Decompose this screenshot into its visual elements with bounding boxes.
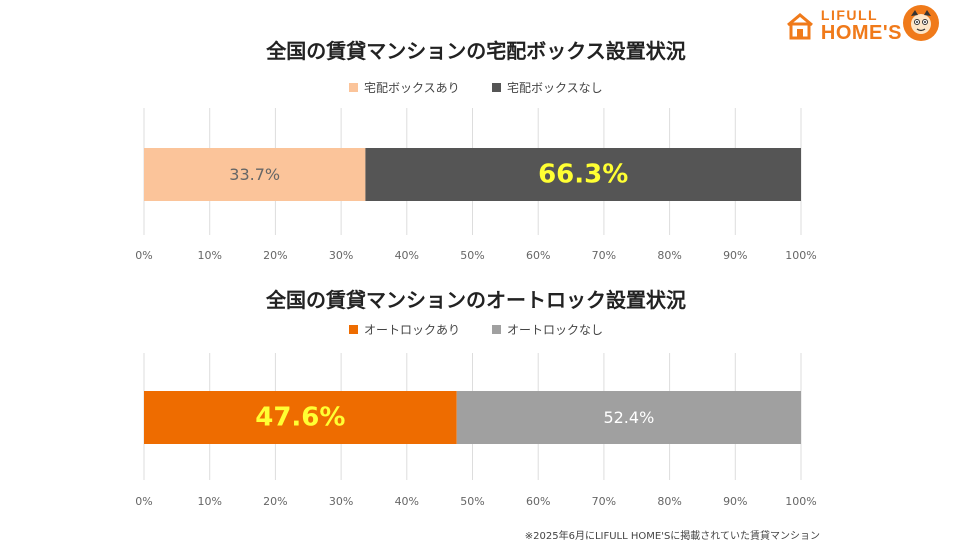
x-tick-label: 80% <box>657 495 681 508</box>
chart-title: 全国の賃貸マンションのオートロック設置状況 <box>265 288 686 312</box>
x-tick-label: 50% <box>460 249 484 262</box>
legend-swatch <box>349 83 358 92</box>
x-tick-label: 100% <box>785 249 816 262</box>
house-icon <box>786 12 813 39</box>
auto-lock-chart: 全国の賃貸マンションのオートロック設置状況 オートロックあり オートロックなし 4… <box>135 288 816 508</box>
data-label: 66.3% <box>538 160 628 190</box>
delivery-box-chart: 全国の賃貸マンションの宅配ボックス設置状況 宅配ボックスあり 宅配ボックスなし 3… <box>135 39 816 262</box>
legend-label: オートロックあり <box>364 323 460 337</box>
x-tick-label: 60% <box>526 495 550 508</box>
mascot-icon <box>903 5 939 41</box>
legend-label: 宅配ボックスあり <box>364 80 460 95</box>
x-tick-label: 40% <box>395 249 419 262</box>
x-tick-label: 90% <box>723 495 747 508</box>
legend-swatch <box>492 83 501 92</box>
chart-title: 全国の賃貸マンションの宅配ボックス設置状況 <box>265 39 685 63</box>
logo-line2: HOME'S <box>820 22 902 44</box>
x-tick-label: 40% <box>395 495 419 508</box>
x-tick-label: 70% <box>592 495 616 508</box>
x-tick-label: 90% <box>723 249 747 262</box>
data-label: 33.7% <box>229 165 280 184</box>
x-tick-label: 20% <box>263 495 287 508</box>
x-tick-label: 30% <box>329 495 353 508</box>
x-tick-label: 30% <box>329 249 353 262</box>
logo-line1: LIFULL <box>820 7 879 23</box>
lifull-homes-logo: LIFULL HOME'S <box>785 8 902 43</box>
x-tick-label: 70% <box>592 249 616 262</box>
x-tick-label: 80% <box>657 249 681 262</box>
x-tick-label: 60% <box>526 249 550 262</box>
footnote: ※2025年6月にLIFULL HOME'Sに掲載されていた賃貸マンション <box>524 531 820 542</box>
bar-segment <box>144 391 457 444</box>
legend-label: 宅配ボックスなし <box>507 80 603 95</box>
legend-label: オートロックなし <box>507 323 603 337</box>
bar-segment <box>144 148 366 201</box>
x-tick-label: 100% <box>785 495 816 508</box>
bar-segment <box>365 148 801 201</box>
x-tick-label: 20% <box>263 249 287 262</box>
legend-swatch <box>492 325 501 334</box>
legend-swatch <box>349 325 358 334</box>
x-tick-label: 0% <box>135 249 152 262</box>
data-label: 52.4% <box>603 408 654 427</box>
bar-segment <box>456 391 801 444</box>
x-tick-label: 0% <box>135 495 152 508</box>
x-tick-label: 10% <box>197 495 221 508</box>
data-label: 47.6% <box>255 403 345 433</box>
x-tick-label: 50% <box>460 495 484 508</box>
x-tick-label: 10% <box>197 249 221 262</box>
